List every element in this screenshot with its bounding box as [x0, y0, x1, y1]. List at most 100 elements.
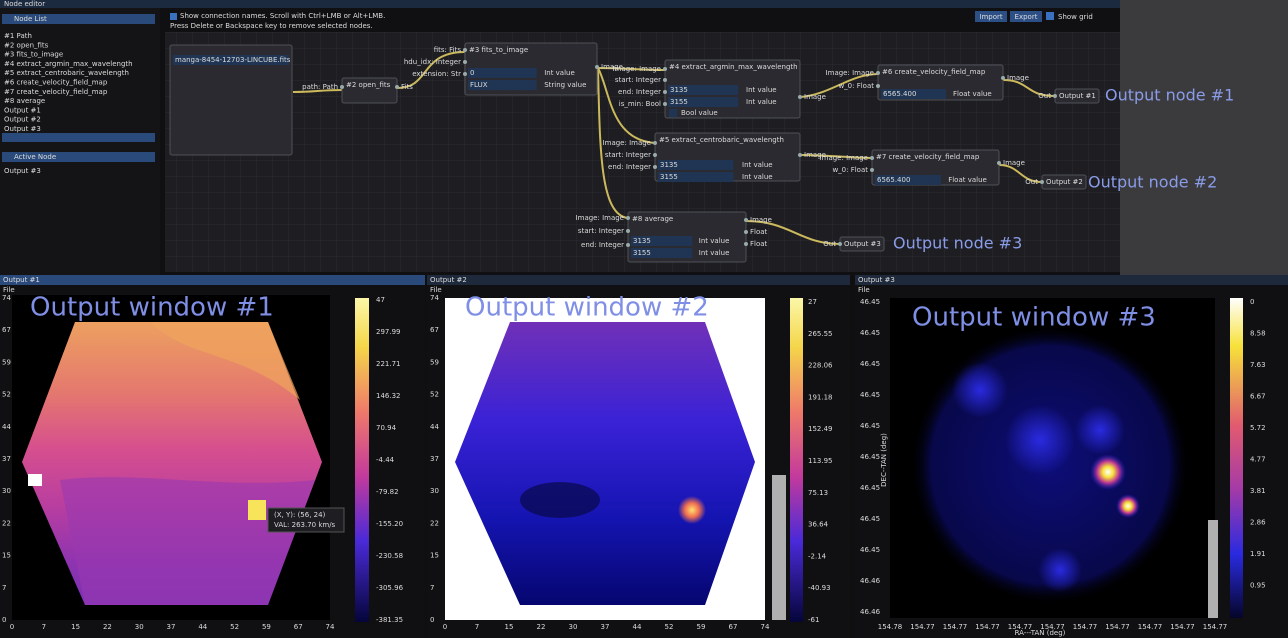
field-label: Int value	[699, 249, 730, 257]
colorbar-label: 7.63	[1250, 361, 1266, 369]
x-tick-label: 74	[761, 623, 770, 631]
pin	[340, 85, 344, 89]
colorbar-label: 27	[808, 298, 817, 306]
colorbar-label: 70.94	[376, 424, 397, 432]
field-value[interactable]: 3135	[670, 86, 688, 94]
pin	[395, 85, 399, 89]
input-field[interactable]	[875, 175, 942, 185]
wire	[597, 67, 656, 144]
checkbox[interactable]	[170, 13, 177, 20]
x-axis-title: RA---TAN (deg)	[1015, 629, 1066, 637]
colorbar-label: 228.06	[808, 362, 833, 370]
list-item[interactable]: #5 extract_centrobaric_wavelength	[4, 69, 129, 77]
x-tick-label: 154.77	[1170, 623, 1195, 631]
output-label: Fits	[401, 83, 413, 91]
list-item[interactable]: #7 create_velocity_field_map	[4, 88, 108, 96]
node-list: #1 Path#2 open_fits #3 fits_to_image#4 ex…	[4, 32, 133, 175]
button[interactable]	[1010, 11, 1042, 22]
field-label: Int value	[746, 86, 777, 94]
x-tick-label: 37	[601, 623, 610, 631]
hint: Show connection names. Scroll with Ctrl+…	[180, 12, 385, 20]
pin	[997, 161, 1001, 165]
checkbox[interactable]	[1046, 12, 1054, 20]
field-value[interactable]: 6565.400	[883, 90, 916, 98]
tooltip-text: VAL: 263.70 km/s	[274, 521, 336, 529]
colorbar-label: 36.64	[808, 521, 829, 529]
field-value[interactable]: 3155	[633, 249, 651, 257]
x-tick-label: 74	[326, 623, 335, 631]
list-item[interactable]: #8 average	[4, 97, 45, 105]
output-label: Float	[750, 240, 768, 248]
title-bar	[0, 0, 1120, 8]
field-value[interactable]: 3135	[660, 161, 678, 169]
input-label: start: Integer	[578, 227, 624, 235]
node[interactable]	[341, 77, 398, 104]
annotation: Output node #3	[893, 234, 1022, 253]
colorbar-label: 0	[1250, 298, 1254, 306]
input-field[interactable]	[668, 85, 739, 95]
list-item[interactable]: Output #1	[4, 106, 41, 114]
checkbox-label[interactable]: Show grid	[1058, 13, 1093, 21]
menu-item[interactable]: File	[430, 286, 442, 294]
button[interactable]	[975, 11, 1007, 22]
input-field[interactable]	[658, 160, 734, 170]
menu-item[interactable]: File	[858, 286, 870, 294]
list-item[interactable]: #6 create_velocity_field_map	[4, 79, 108, 87]
list-item[interactable]: #3 fits_to_image	[4, 51, 63, 59]
node-title: #6 create_velocity_field_map	[882, 68, 986, 76]
field-label: Bool value	[681, 109, 718, 117]
overlay-label: Output window #3	[912, 303, 1156, 333]
image-hot	[678, 496, 706, 524]
output-label: Float	[750, 228, 768, 236]
list-item[interactable]: Output #3	[4, 125, 41, 133]
field-value[interactable]: 6565.400	[877, 176, 910, 184]
field-value[interactable]: 3155	[660, 173, 678, 181]
colorbar-label: -305.96	[376, 584, 404, 592]
input-label: end: Integer	[581, 241, 624, 249]
pin	[663, 102, 667, 106]
x-tick-label: 22	[103, 623, 112, 631]
field-label: Int value	[746, 98, 777, 106]
list-item[interactable]: Output #3	[4, 167, 41, 175]
y-tick-label: 52	[2, 391, 11, 399]
field-value[interactable]: manga-8454-12703-LINCUBE.fits	[175, 56, 291, 64]
wire	[397, 51, 466, 89]
histogram	[1208, 520, 1218, 618]
list-item[interactable]: Output #2	[4, 116, 41, 124]
checkbox[interactable]	[669, 109, 677, 117]
x-tick-label: 154.77	[975, 623, 1000, 631]
input-field[interactable]	[631, 248, 693, 258]
pin	[653, 141, 657, 145]
input-field[interactable]	[631, 236, 693, 246]
button-label[interactable]: Import	[979, 13, 1002, 21]
field-value[interactable]: 3135	[633, 237, 651, 245]
input-label: w_0: Float	[838, 82, 874, 90]
input-label: is_min: Bool	[619, 100, 661, 108]
input-field[interactable]	[658, 172, 734, 182]
menu-item[interactable]: File	[3, 286, 15, 294]
colorbar	[355, 298, 369, 622]
field-value[interactable]: 3155	[670, 98, 688, 106]
node[interactable]	[169, 44, 293, 156]
image-data	[455, 322, 755, 605]
title-bar	[427, 275, 850, 285]
input-field[interactable]	[468, 80, 537, 90]
list-item[interactable]: #4 extract_argmin_max_wavelength	[4, 60, 133, 68]
y-tick-label: 46.46	[860, 608, 881, 616]
y-tick-label: 7	[430, 584, 434, 592]
pin	[653, 153, 657, 157]
input-field[interactable]	[468, 68, 537, 78]
list-item[interactable]: #2 open_fits	[4, 41, 49, 49]
input-field[interactable]	[668, 97, 739, 107]
header-bar	[2, 152, 155, 162]
input-label: path: Path	[302, 83, 338, 91]
button-label[interactable]: Export	[1015, 13, 1038, 21]
input-field[interactable]	[173, 55, 289, 65]
list-item[interactable]: #1 Path	[4, 32, 32, 40]
field-value[interactable]: FLUX	[470, 81, 488, 89]
input-field[interactable]	[881, 89, 946, 99]
colorbar-label: -79.82	[376, 488, 399, 496]
field-value[interactable]: 0	[470, 69, 474, 77]
pin	[663, 67, 667, 71]
